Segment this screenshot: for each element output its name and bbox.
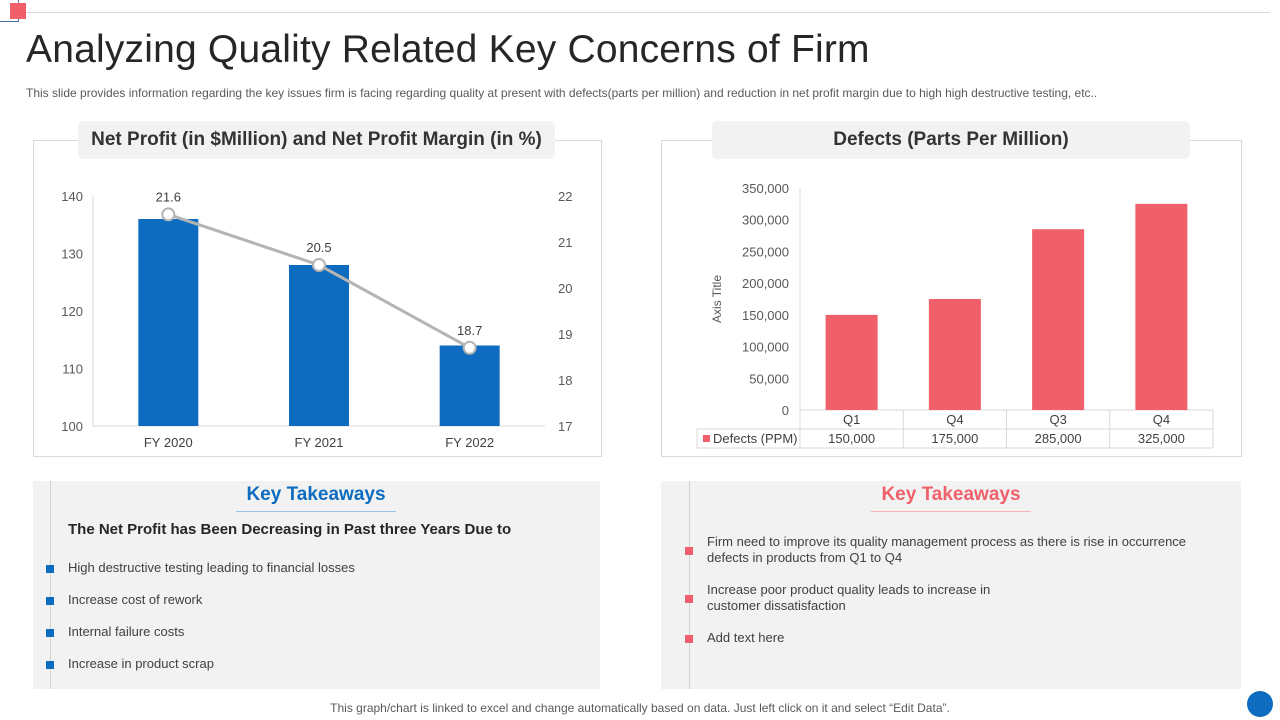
x-tick-label: FY 2022 — [445, 435, 494, 450]
bullet-square-icon — [46, 597, 54, 605]
legend-label: Defects (PPM) — [713, 431, 798, 446]
net-profit-margin-point — [161, 207, 176, 222]
y-tick-label-right: 18 — [558, 373, 572, 388]
net-profit-chart[interactable]: 140 130 120 110 100 22 21 20 19 18 17 FY 2020 FY 202… — [33, 167, 602, 457]
takeaway-right-text: Add text here — [707, 630, 785, 645]
table-data-value: 150,000 — [828, 431, 875, 446]
footer-note: This graph/chart is linked to excel and … — [330, 701, 950, 715]
key-takeaways-left-panel — [33, 481, 600, 689]
corner-accent-square — [10, 3, 26, 19]
bullet-square-icon — [685, 635, 693, 643]
y-tick-label: 100,000 — [742, 340, 789, 355]
x-tick-label: Q4 — [1153, 412, 1170, 427]
bullet-square-icon — [46, 661, 54, 669]
takeaway-left-text: Internal failure costs — [68, 624, 185, 639]
bullet-square-icon — [685, 547, 693, 555]
net-profit-margin-point — [462, 340, 477, 355]
y-tick-label: 350,000 — [742, 181, 789, 196]
defects-chart[interactable]: 350,000 300,000 250,000 200,000 150,000 100,0… — [661, 167, 1242, 457]
corner-dot-decoration — [1247, 691, 1273, 717]
defects-bar — [1032, 229, 1085, 410]
table-data-value: 175,000 — [931, 431, 978, 446]
y-tick-label-right: 19 — [558, 327, 572, 342]
table-data-value: 285,000 — [1035, 431, 1082, 446]
takeaway-left-item: Increase cost of rework — [46, 592, 202, 608]
net-profit-bar — [138, 219, 199, 426]
margin-data-label: 18.7 — [457, 323, 482, 338]
top-rule — [24, 12, 1270, 13]
y-tick-label: 50,000 — [749, 371, 789, 386]
y-tick-label-right: 20 — [558, 281, 572, 296]
key-takeaways-right-panel — [661, 481, 1241, 689]
takeaway-left-item: Increase in product scrap — [46, 656, 214, 672]
key-takeaways-right-underline — [871, 511, 1031, 512]
defects-bar — [1135, 203, 1188, 410]
takeaway-left-text: Increase cost of rework — [68, 592, 203, 607]
y-tick-label: 150,000 — [742, 308, 789, 323]
takeaway-right-text: Increase poor product quality leads to i… — [707, 582, 991, 613]
takeaway-left-text: Increase in product scrap — [68, 656, 214, 671]
y-tick-label-left: 140 — [61, 189, 83, 204]
bullet-square-icon — [685, 595, 693, 603]
y-tick-label-left: 120 — [61, 304, 83, 319]
legend-swatch — [703, 435, 710, 442]
y-tick-label-left: 100 — [61, 419, 83, 434]
page-title: Analyzing Quality Related Key Concerns o… — [26, 28, 870, 71]
takeaway-right-text: Firm need to improve its quality managem… — [707, 534, 1187, 565]
defects-chart-title: Defects (Parts Per Million) — [712, 121, 1190, 159]
key-takeaways-right-heading: Key Takeaways — [881, 484, 1021, 505]
takeaway-right-item: Increase poor product quality leads to i… — [685, 582, 1205, 614]
takeaway-left-text: High destructive testing leading to fina… — [68, 560, 355, 575]
page-subtitle: This slide provides information regardin… — [26, 86, 1098, 100]
takeaway-right-item: Firm need to improve its quality managem… — [685, 534, 1205, 566]
key-takeaways-left-underline — [236, 511, 396, 512]
margin-data-label: 21.6 — [156, 189, 181, 204]
y-tick-label: 300,000 — [742, 213, 789, 228]
y-tick-label-right: 17 — [558, 419, 572, 434]
takeaways-right-divider — [689, 481, 690, 689]
y-tick-label: 0 — [782, 403, 789, 418]
y-tick-label-right: 21 — [558, 235, 572, 250]
x-tick-label: FY 2021 — [295, 435, 344, 450]
key-takeaways-left-heading: Key Takeaways — [246, 484, 386, 505]
bullet-square-icon — [46, 629, 54, 637]
y-tick-label: 250,000 — [742, 244, 789, 259]
net-profit-bar — [289, 265, 349, 426]
y-axis-title: Axis Title — [710, 275, 724, 323]
takeaway-right-item: Add text here — [685, 630, 1205, 646]
takeaway-left-item: Internal failure costs — [46, 624, 184, 640]
margin-data-label: 20.5 — [306, 240, 331, 255]
y-tick-label-left: 130 — [61, 247, 83, 262]
takeaways-left-subheading: The Net Profit has Been Decreasing in Pa… — [68, 521, 512, 538]
net-profit-margin-point — [312, 258, 326, 272]
x-tick-label: FY 2020 — [144, 435, 193, 450]
y-tick-label-right: 22 — [558, 189, 572, 204]
y-tick-label: 200,000 — [742, 276, 789, 291]
net-profit-chart-title: Net Profit (in $Million) and Net Profit … — [78, 121, 555, 159]
x-tick-label: Q1 — [843, 412, 860, 427]
x-tick-label: Q3 — [1049, 412, 1066, 427]
takeaways-left-divider — [50, 481, 51, 689]
defects-bar — [825, 314, 878, 410]
bullet-square-icon — [46, 565, 54, 573]
takeaway-left-item: High destructive testing leading to fina… — [46, 560, 355, 576]
table-data-value: 325,000 — [1138, 431, 1185, 446]
y-tick-label-left: 110 — [62, 362, 83, 377]
defects-bar — [928, 299, 981, 410]
net-profit-bar — [439, 345, 500, 426]
x-tick-label: Q4 — [946, 412, 963, 427]
